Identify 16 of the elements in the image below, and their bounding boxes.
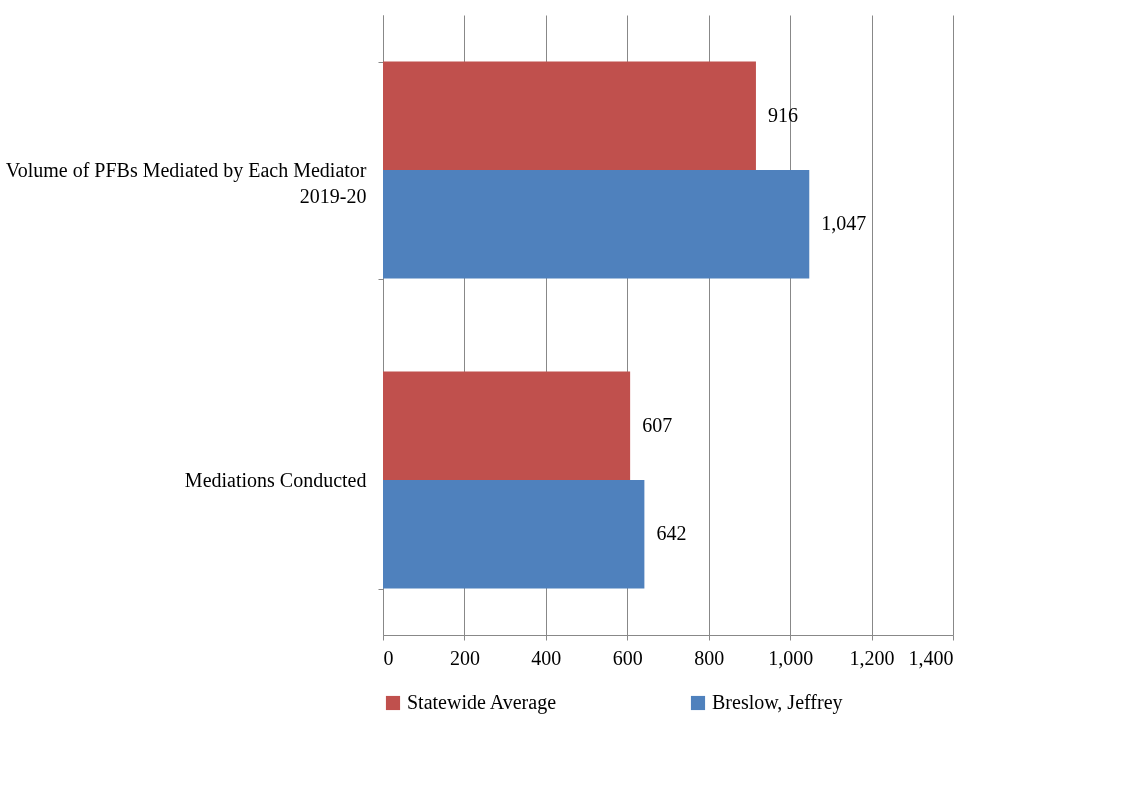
data-label: 1,047 bbox=[821, 212, 867, 235]
legend-label: Breslow, Jeffrey bbox=[712, 691, 843, 714]
x-tick-label: 1,000 bbox=[768, 646, 814, 669]
data-label: 607 bbox=[642, 413, 673, 436]
y-tick-label: Volume of PFBs Mediated by Each Mediator 2019-20 bbox=[5, 158, 367, 207]
data-label: 916 bbox=[767, 103, 798, 126]
x-tick-label: 400 bbox=[531, 646, 562, 669]
x-tick-label: 0 bbox=[383, 646, 394, 669]
x-tick-label: 1,400 bbox=[908, 646, 954, 669]
x-tick-label: 200 bbox=[449, 646, 480, 669]
x-tick-label: 600 bbox=[612, 646, 643, 669]
y-tick-label: Mediations Conducted bbox=[184, 468, 367, 491]
data-label: 642 bbox=[656, 522, 687, 545]
legend-label: Statewide Average bbox=[407, 691, 557, 714]
x-tick-label: 1,200 bbox=[849, 646, 895, 669]
x-tick-label: 800 bbox=[694, 646, 725, 669]
